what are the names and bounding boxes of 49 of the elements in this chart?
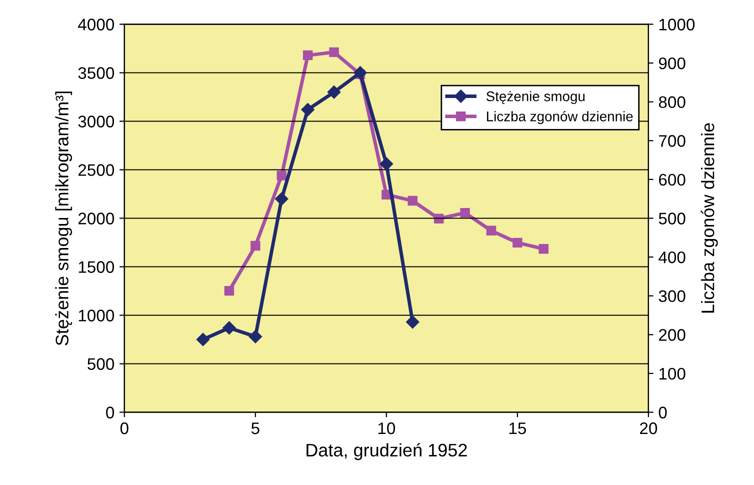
point [248, 330, 262, 344]
y-tick-label: 1500 [78, 261, 114, 273]
point [512, 238, 522, 248]
x-tick-label: 5 [251, 422, 260, 434]
y2-tick-label: 900 [658, 57, 686, 70]
y-tick-label: 2500 [78, 164, 114, 176]
point [196, 332, 210, 346]
y2-tick-label: 0 [658, 406, 667, 418]
y2-tick-label: 1000 [659, 18, 695, 30]
y-tick-label: 2000 [78, 212, 114, 224]
point [222, 321, 236, 334]
point [276, 170, 286, 180]
y-axis-title: Stężenie smogu [mikrogram/m³] [55, 92, 72, 346]
point [250, 240, 260, 251]
y2-tick-label: 200 [659, 329, 686, 341]
y2-axis-title: Liczba zgonów dziennie [700, 123, 718, 313]
y2-tick-label: 300 [658, 290, 686, 302]
y-tick-label: 0 [106, 406, 114, 418]
y-tick-label: 4000 [78, 18, 114, 30]
x-tick-label: 15 [509, 422, 526, 434]
legend-label: Stężenie smogu [486, 91, 585, 104]
point [275, 192, 288, 206]
y2-tick-label: 600 [659, 174, 686, 186]
x-tick-label: 0 [120, 422, 128, 434]
point [302, 50, 313, 60]
legend-label: Liczba zgonów dziennie [486, 110, 633, 124]
y2-tick-label: 800 [658, 96, 686, 108]
x-axis-title: Data, grudzień 1952 [306, 443, 467, 460]
point [406, 315, 420, 329]
y2-tick-label: 500 [658, 212, 686, 224]
point [327, 86, 341, 99]
point [224, 286, 234, 296]
y-tick-label: 1000 [78, 310, 114, 322]
point [354, 66, 367, 80]
point [329, 47, 339, 58]
point [538, 244, 548, 254]
x-tick-label: 10 [378, 422, 396, 434]
point [408, 196, 418, 206]
point [301, 103, 314, 116]
point [486, 226, 496, 236]
y-tick-label: 3500 [78, 67, 114, 79]
y-tick-label: 3000 [78, 116, 114, 128]
y2-tick-label: 700 [659, 135, 686, 147]
y2-tick-label: 400 [658, 251, 686, 264]
y-tick-label: 500 [88, 358, 114, 370]
x-tick-label: 20 [640, 422, 658, 434]
point [380, 157, 394, 171]
point [460, 208, 470, 218]
y2-tick-label: 100 [659, 368, 686, 380]
